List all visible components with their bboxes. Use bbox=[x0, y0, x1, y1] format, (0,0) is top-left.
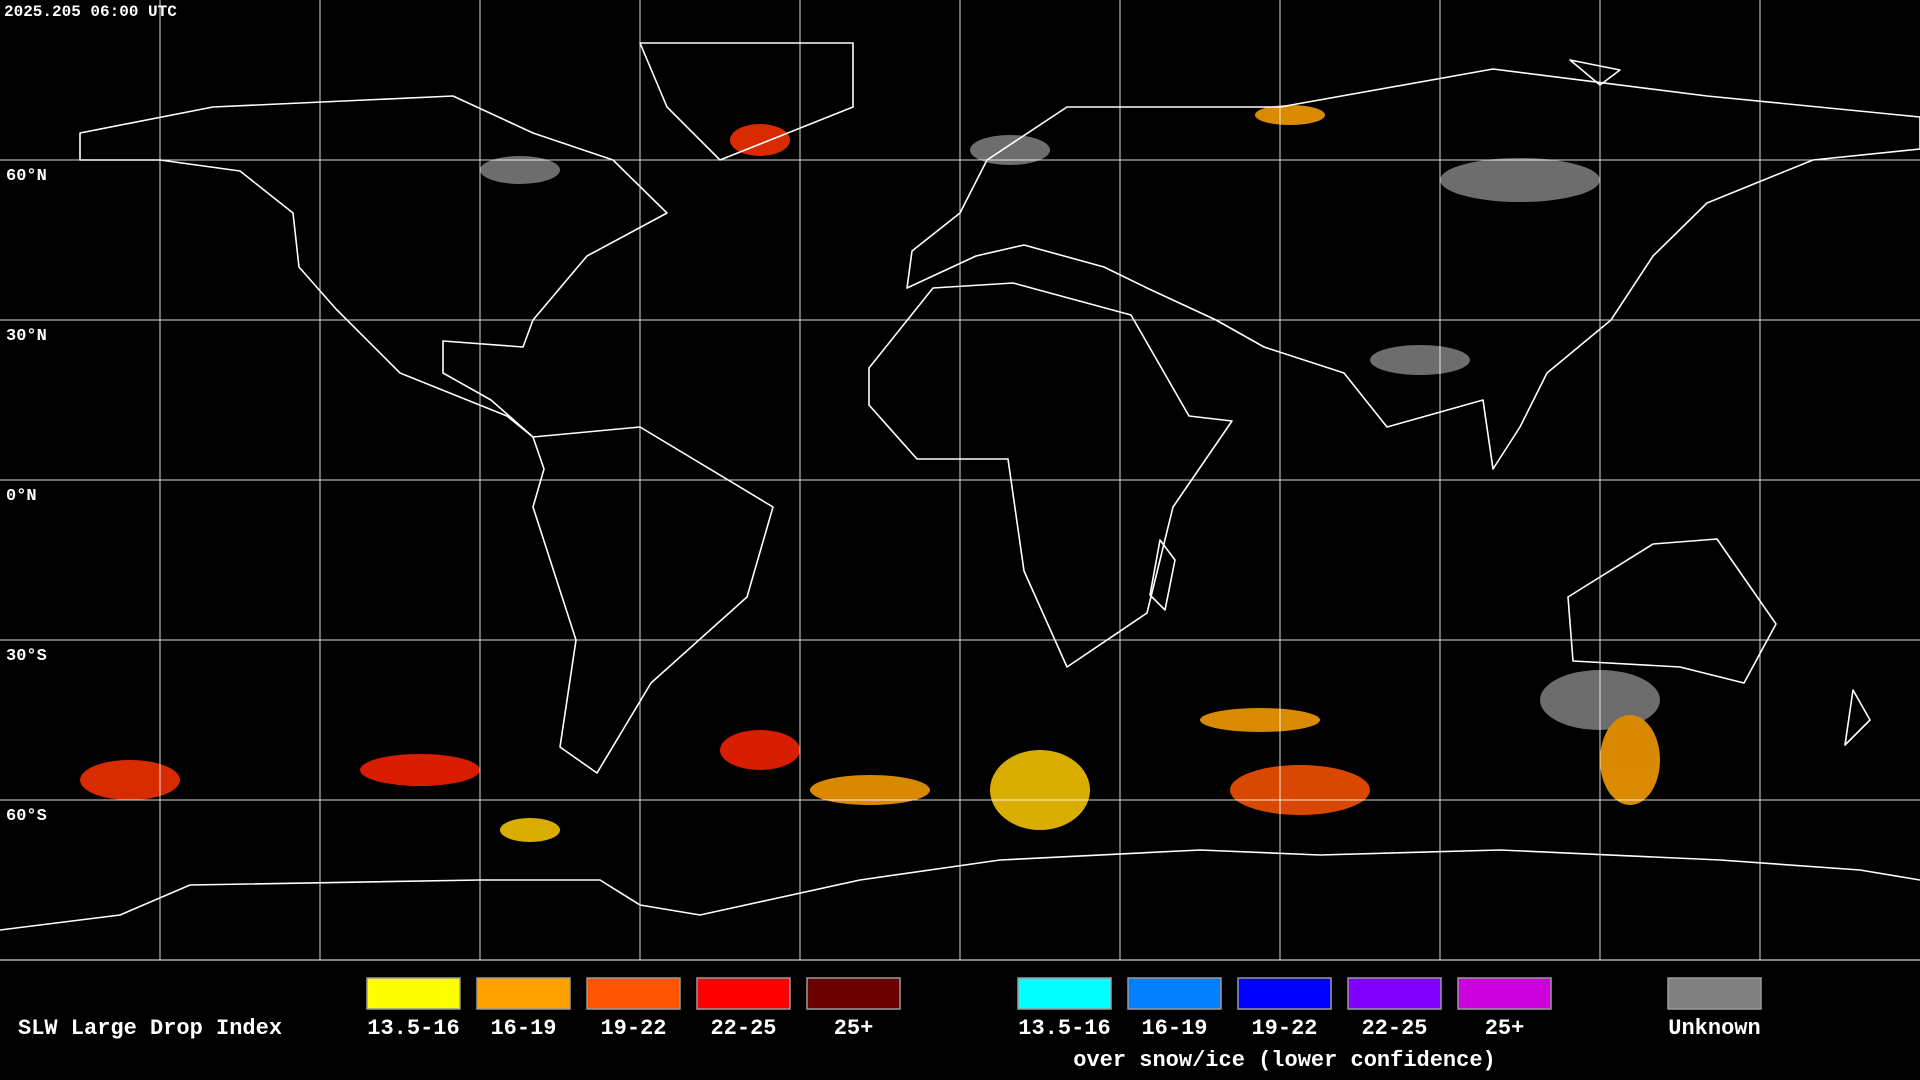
legend-label: Unknown bbox=[1668, 1016, 1760, 1041]
legend-label: 22-25 bbox=[1361, 1016, 1427, 1041]
legend-swatch bbox=[1017, 977, 1112, 1010]
legend-label: 19-22 bbox=[600, 1016, 666, 1041]
legend-title: SLW Large Drop Index bbox=[18, 1016, 282, 1041]
legend-label: 22-25 bbox=[710, 1016, 776, 1041]
legend-label: 25+ bbox=[1485, 1016, 1525, 1041]
legend-label: 19-22 bbox=[1251, 1016, 1317, 1041]
legend-swatch bbox=[806, 977, 901, 1010]
legend-label: 25+ bbox=[834, 1016, 874, 1041]
timestamp: 2025.205 06:00 UTC bbox=[4, 3, 177, 21]
latitude-label: 0°N bbox=[6, 487, 37, 506]
legend-swatch bbox=[1127, 977, 1222, 1010]
latitude-label: 60°N bbox=[6, 167, 47, 186]
legend-swatch bbox=[586, 977, 681, 1010]
coastlines bbox=[0, 42, 1920, 931]
latitude-label: 60°S bbox=[6, 807, 47, 826]
legend-label: 16-19 bbox=[1141, 1016, 1207, 1041]
legend-label: 16-19 bbox=[490, 1016, 556, 1041]
latitude-label: 30°N bbox=[6, 327, 47, 346]
legend-caption: over snow/ice (lower confidence) bbox=[1073, 1048, 1495, 1073]
latitude-label: 30°S bbox=[6, 647, 47, 666]
legend: SLW Large Drop Index 13.5-16 16-19 19-22 22… bbox=[18, 977, 1762, 1073]
legend-label: 13.5-16 bbox=[367, 1016, 459, 1041]
legend-label: 13.5-16 bbox=[1018, 1016, 1110, 1041]
legend-swatch bbox=[1667, 977, 1762, 1010]
legend-swatch bbox=[366, 977, 461, 1010]
legend-swatch bbox=[1457, 977, 1552, 1010]
legend-swatch bbox=[1237, 977, 1332, 1010]
data-overlay bbox=[80, 105, 1660, 842]
graticule bbox=[0, 0, 1920, 961]
legend-swatch bbox=[696, 977, 791, 1010]
legend-swatch bbox=[476, 977, 571, 1010]
legend-swatch bbox=[1347, 977, 1442, 1010]
